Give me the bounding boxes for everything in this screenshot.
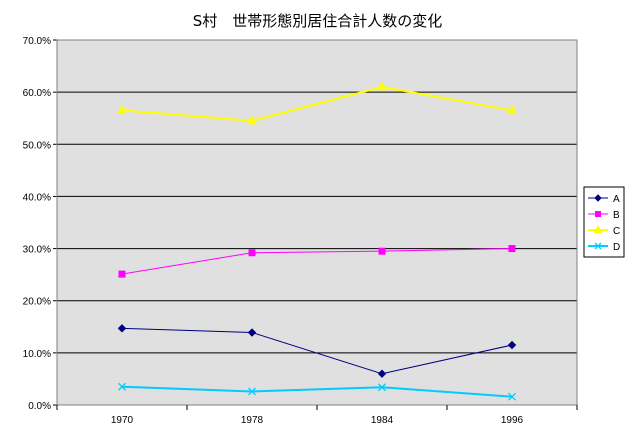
legend-marker-c [593, 224, 603, 233]
data-point-a [117, 324, 127, 333]
series-line-c [121, 85, 513, 122]
x-tick-label: 1984 [371, 415, 394, 426]
data-point-c [507, 104, 517, 114]
y-tick-label: 60.0% [23, 88, 51, 99]
series-line-d [121, 385, 513, 398]
x-marker-stroke [118, 382, 126, 391]
legend-marker-a [594, 194, 602, 202]
data-point-d [118, 382, 126, 391]
data-point-b [378, 247, 386, 255]
y-tick-label: 0.0% [28, 401, 51, 412]
y-tick-label: 40.0% [23, 192, 51, 203]
legend-label-b: B [613, 210, 620, 221]
legend-label-d: D [613, 242, 620, 253]
data-point-b [248, 249, 256, 257]
legend-item-b: B [588, 210, 620, 221]
x-tick-label: 1978 [241, 415, 264, 426]
data-point-a [507, 340, 517, 350]
chart-title: S村 世帯形態別居住合計人数の変化 [192, 12, 443, 30]
data-point-d [378, 383, 386, 392]
x-marker-stroke [508, 392, 516, 401]
y-tick-label: 10.0% [23, 349, 51, 360]
legend-label-a: A [613, 194, 620, 205]
data-point-d [248, 387, 256, 396]
legend-marker-b [595, 211, 601, 217]
y-tick-label: 30.0% [23, 245, 51, 256]
series-line-a [121, 327, 513, 375]
data-point-d [508, 392, 516, 401]
legend-label-c: C [613, 226, 620, 237]
x-marker-stroke [378, 383, 386, 392]
y-tick-label: 20.0% [23, 297, 51, 308]
data-point-b [508, 245, 516, 253]
y-tick-label: 70.0% [23, 36, 51, 47]
series-line-b [121, 248, 513, 275]
legend-item-a: A [588, 194, 620, 205]
data-point-a [247, 328, 257, 337]
y-tick-label: 50.0% [23, 140, 51, 151]
x-tick-label: 1970 [111, 415, 134, 426]
data-point-c [117, 104, 127, 114]
data-point-c [377, 81, 387, 91]
data-point-b [118, 270, 126, 278]
x-marker-stroke [248, 387, 256, 396]
plot-area [57, 40, 577, 405]
legend-item-d: D [588, 242, 620, 253]
x-tick-label: 1996 [501, 415, 524, 426]
data-point-a [377, 369, 387, 378]
data-point-c [247, 115, 257, 125]
x-marker-stroke [594, 242, 602, 250]
legend-item-c: C [588, 224, 620, 237]
legend-marker-d [594, 242, 602, 250]
